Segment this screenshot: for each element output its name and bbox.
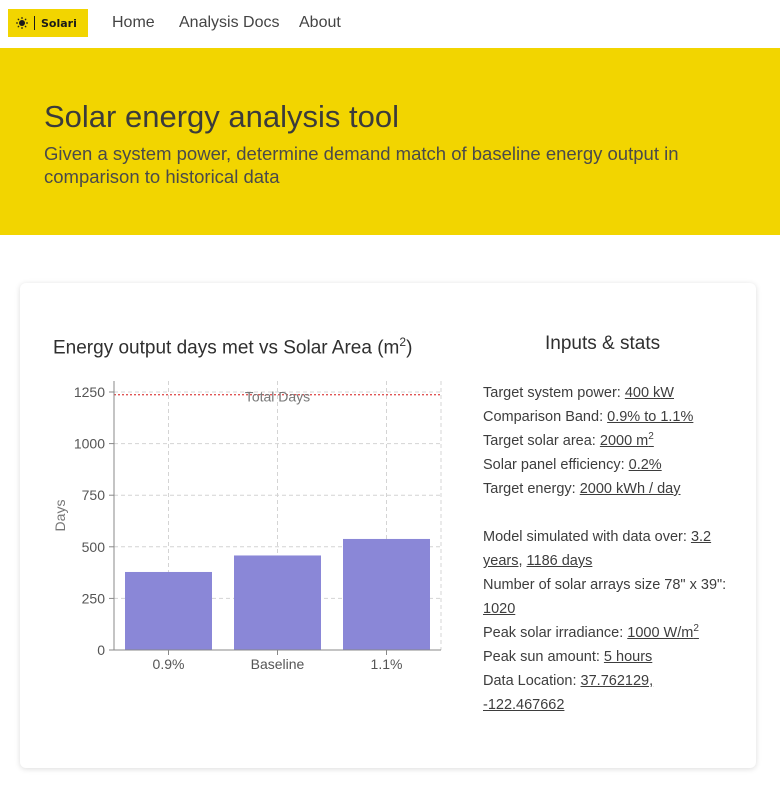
stat-solar-area: Target solar area: 2000 m2: [483, 429, 733, 453]
chart-title: Energy output days met vs Solar Area (m2…: [53, 335, 412, 359]
nav-link-analysis-docs[interactable]: Analysis Docs: [179, 14, 280, 31]
y-tick-label: 0: [97, 642, 105, 658]
stat-solar-arrays: Number of solar arrays size 78" x 39": 1…: [483, 573, 733, 621]
stat-label: Target system power:: [483, 385, 625, 401]
stat-label: Data Location:: [483, 673, 581, 689]
stat-value-link[interactable]: 0.2%: [628, 457, 662, 473]
stat-value-link[interactable]: 2000 kWh / day: [579, 481, 681, 497]
stat-value-link[interactable]: 1000 W/m2: [627, 623, 699, 641]
bar: [125, 571, 212, 650]
nav-link-home[interactable]: Home: [112, 14, 155, 31]
stats-spacer: [483, 501, 733, 525]
bar: [343, 538, 430, 650]
chart-title-text: Energy output days met vs Solar Area (m: [53, 337, 400, 359]
stat-value-link[interactable]: 5 hours: [603, 649, 653, 665]
reference-line-label: Total Days: [245, 389, 310, 405]
stat-label: Model simulated with data over:: [483, 529, 691, 545]
stat-value-link[interactable]: 400 kW: [624, 385, 674, 401]
stat-value-link[interactable]: 1020: [483, 601, 516, 617]
stat-data-location: Data Location: 37.762129, -122.467662: [483, 669, 733, 717]
stats-title: Inputs & stats: [545, 333, 661, 354]
hero-banner: Solar energy analysis tool Given a syste…: [0, 48, 780, 235]
sun-icon: [16, 17, 28, 29]
stat-label: Peak solar irradiance:: [483, 625, 628, 641]
stat-value-text: 1000 W/m: [627, 625, 694, 641]
analysis-card: [20, 283, 756, 768]
stat-value-link-days[interactable]: 1186 days: [526, 553, 593, 569]
stat-label: Comparison Band:: [483, 409, 608, 425]
navbar: Solari Home Analysis Docs About: [0, 0, 780, 48]
stat-value-sup: 2: [693, 623, 699, 635]
stat-target-energy: Target energy: 2000 kWh / day: [483, 477, 733, 501]
y-tick-label: 1250: [74, 384, 105, 400]
y-tick-label: 750: [82, 487, 106, 503]
stat-label: Peak sun amount:: [483, 649, 604, 665]
logo-divider: [34, 16, 35, 30]
page-subtitle: Given a system power, determine demand m…: [44, 143, 679, 187]
nav-link-about[interactable]: About: [299, 14, 341, 31]
stat-value-link[interactable]: 37.762129, -122.467662: [483, 673, 654, 713]
stat-target-power: Target system power: 400 kW: [483, 381, 733, 405]
y-axis-label: Days: [52, 500, 68, 532]
page-title: Solar energy analysis tool: [44, 99, 399, 134]
stat-value-sup: 2: [648, 431, 654, 443]
logo[interactable]: Solari: [8, 9, 88, 37]
stat-model-period: Model simulated with data over: 3.2 year…: [483, 525, 733, 573]
stat-label: Target energy:: [483, 481, 580, 497]
stat-comparison-band: Comparison Band: 0.9% to 1.1%: [483, 405, 733, 429]
x-tick-label: 1.1%: [371, 656, 403, 672]
chart-title-end: ): [406, 337, 413, 359]
x-tick-label: Baseline: [251, 656, 305, 672]
stat-irradiance: Peak solar irradiance: 1000 W/m2: [483, 621, 733, 645]
y-tick-label: 500: [82, 539, 106, 555]
stat-sun-amount: Peak sun amount: 5 hours: [483, 645, 733, 669]
stat-value-link-years[interactable]: 3.2 years: [483, 529, 712, 569]
stat-label: Target solar area:: [483, 433, 600, 449]
stat-separator: ,: [518, 553, 527, 569]
stat-efficiency: Solar panel efficiency: 0.2%: [483, 453, 733, 477]
stat-label: Number of solar arrays size 78" x 39":: [483, 577, 727, 593]
stat-value-text: 2000 m: [599, 433, 649, 449]
stat-value-link[interactable]: 2000 m2: [599, 431, 654, 449]
stat-label: Solar panel efficiency:: [483, 457, 629, 473]
stats-panel: Target system power: 400 kW Comparison B…: [483, 381, 733, 717]
y-tick-label: 1000: [74, 436, 105, 452]
chart-title-sup: 2: [399, 335, 407, 349]
logo-text: Solari: [41, 16, 77, 30]
y-tick-label: 250: [82, 590, 106, 606]
bar: [234, 555, 321, 650]
stat-value-link[interactable]: 0.9% to 1.1%: [607, 409, 694, 425]
x-tick-label: 0.9%: [153, 656, 185, 672]
